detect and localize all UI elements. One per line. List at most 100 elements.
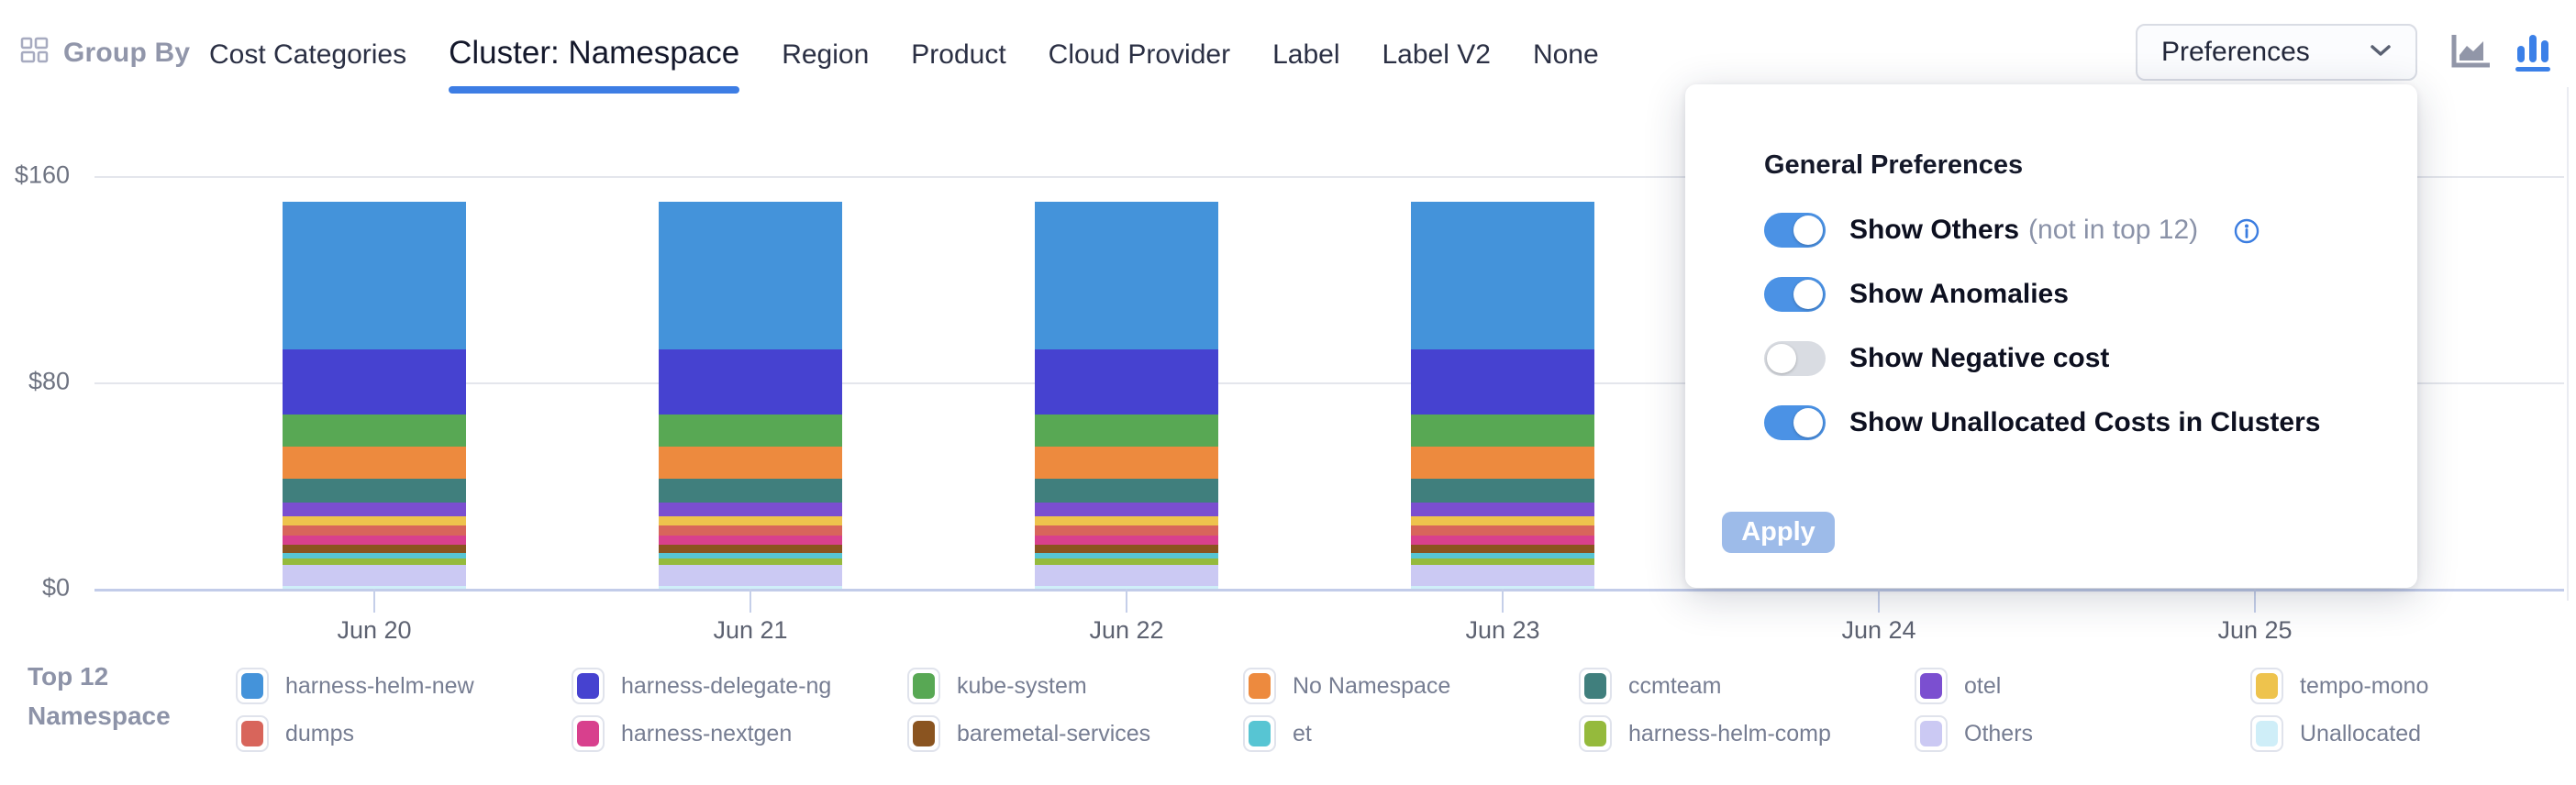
tab-cloud-provider[interactable]: Cloud Provider bbox=[1048, 39, 1231, 70]
tab-none[interactable]: None bbox=[1532, 39, 1599, 70]
legend-item-no-namespace[interactable]: No Namespace bbox=[1243, 662, 1579, 710]
bar-segment-unallocated bbox=[659, 585, 842, 589]
bar-segment-tempo-mono bbox=[1035, 515, 1218, 525]
legend-item-harness-helm-comp[interactable]: harness-helm-comp bbox=[1579, 710, 1915, 757]
stacked-bar-chart: $160 $80 $0 Jun 20 Jun 21 Jun 22 Jun 23 Jun 24 J… bbox=[0, 92, 2576, 644]
tab-label-v2[interactable]: Label V2 bbox=[1382, 39, 1491, 70]
legend-swatch-box bbox=[1915, 715, 1948, 752]
legend-item-label: harness-helm-new bbox=[285, 672, 474, 699]
legend-swatch-box bbox=[1579, 668, 1612, 704]
group-by: Group By bbox=[20, 37, 190, 69]
toggle-knob bbox=[1793, 216, 1823, 245]
legend-item-label: Others bbox=[1964, 720, 2034, 746]
bar-segment-no-namespace bbox=[283, 447, 466, 480]
legend-swatch-box bbox=[1579, 715, 1612, 752]
legend-item-ccmteam[interactable]: ccmteam bbox=[1579, 662, 1915, 710]
legend-item-tempo-mono[interactable]: tempo-mono bbox=[2250, 662, 2576, 710]
bar-segment-harness-helm-new bbox=[659, 202, 842, 349]
legend-item-kube-system[interactable]: kube-system bbox=[907, 662, 1243, 710]
tab-cost-categories[interactable]: Cost Categories bbox=[209, 39, 407, 70]
legend-item-label: harness-helm-comp bbox=[1628, 720, 1831, 746]
bar-segment-tempo-mono bbox=[1411, 515, 1594, 525]
tab-region[interactable]: Region bbox=[782, 39, 870, 70]
tab-label[interactable]: Label bbox=[1272, 39, 1340, 70]
legend-item-others[interactable]: Others bbox=[1915, 710, 2250, 757]
legend-item-label: dumps bbox=[285, 720, 355, 746]
apply-button[interactable]: Apply bbox=[1722, 512, 1835, 553]
legend-swatch-box bbox=[907, 715, 940, 752]
bar-segment-dumps bbox=[283, 525, 466, 536]
legend-item-harness-helm-new[interactable]: harness-helm-new bbox=[236, 662, 572, 710]
bar-segment-baremetal-services bbox=[1035, 544, 1218, 553]
bar-segment-no-namespace bbox=[1411, 447, 1594, 480]
gridline bbox=[94, 382, 2564, 384]
chart-legend: Top 12 Namespace harness-helm-new dumps ha… bbox=[0, 642, 2576, 785]
toggle-switch-show-anomalies[interactable] bbox=[1764, 277, 1826, 312]
tab-cluster-namespace[interactable]: Cluster: Namespace bbox=[449, 26, 740, 94]
legend-item-label: tempo-mono bbox=[2300, 672, 2429, 699]
legend-swatch-box bbox=[1243, 715, 1276, 752]
legend-item-label: kube-system bbox=[957, 672, 1087, 699]
tab-product[interactable]: Product bbox=[911, 39, 1006, 70]
bar-segment-unallocated bbox=[283, 585, 466, 589]
bar-segment-unallocated bbox=[1035, 585, 1218, 589]
group-by-grid-icon bbox=[20, 37, 50, 69]
legend-swatch-box bbox=[572, 715, 605, 752]
legend-color-swatch bbox=[2256, 721, 2278, 746]
legend-item-label: baremetal-services bbox=[957, 720, 1151, 746]
bar-segment-harness-helm-comp bbox=[659, 558, 842, 565]
bar-segment-otel bbox=[1411, 502, 1594, 516]
legend-item-unallocated[interactable]: Unallocated bbox=[2250, 710, 2576, 757]
legend-color-swatch bbox=[2256, 673, 2278, 699]
legend-item-dumps[interactable]: dumps bbox=[236, 710, 572, 757]
legend-swatch-box bbox=[2250, 668, 2283, 704]
bar-chart-icon[interactable] bbox=[2512, 31, 2556, 75]
bar-segment-others bbox=[1035, 564, 1218, 586]
bar-segment-otel bbox=[659, 502, 842, 516]
legend-item-harness-nextgen[interactable]: harness-nextgen bbox=[572, 710, 907, 757]
bar-segment-kube-system bbox=[1035, 415, 1218, 448]
toggle-switch-show-unallocated-costs-in-clusters[interactable] bbox=[1764, 405, 1826, 440]
legend-item-label: No Namespace bbox=[1293, 672, 1451, 699]
x-axis-label: Jun 25 bbox=[2217, 616, 2293, 644]
legend-item-label: otel bbox=[1964, 672, 2002, 699]
y-axis-label: $160 bbox=[14, 160, 70, 189]
legend-color-swatch bbox=[241, 673, 263, 699]
header-bar: Group By Cost Categories Cluster: Namespa… bbox=[0, 0, 2576, 94]
legend-color-swatch bbox=[1584, 721, 1606, 746]
legend-color-swatch bbox=[1249, 721, 1271, 746]
toggle-switch-show-negative-cost[interactable] bbox=[1764, 341, 1826, 376]
area-chart-icon[interactable] bbox=[2448, 31, 2492, 75]
toggle-label: Show Others (not in top 12) bbox=[1849, 215, 2199, 245]
bar-segment-et bbox=[659, 552, 842, 558]
x-axis-tick bbox=[749, 589, 751, 613]
preferences-button-label: Preferences bbox=[2161, 37, 2310, 67]
legend-items-grid: harness-helm-new dumps harness-delegate-ng… bbox=[236, 662, 2576, 757]
bar-segment-harness-helm-new bbox=[283, 202, 466, 349]
toggle-switch-show-others[interactable] bbox=[1764, 213, 1826, 248]
bar-segment-ccmteam bbox=[283, 479, 466, 503]
legend-item-baremetal-services[interactable]: baremetal-services bbox=[907, 710, 1243, 757]
y-axis-label: $80 bbox=[28, 367, 70, 395]
info-icon[interactable] bbox=[2233, 217, 2260, 249]
bar-segment-no-namespace bbox=[659, 447, 842, 480]
bar-segment-harness-helm-new bbox=[1035, 202, 1218, 349]
legend-color-swatch bbox=[1920, 721, 1942, 746]
preferences-dropdown-button[interactable]: Preferences bbox=[2136, 24, 2417, 81]
bar-segment-et bbox=[283, 552, 466, 558]
legend-item-label: harness-nextgen bbox=[621, 720, 793, 746]
legend-item-otel[interactable]: otel bbox=[1915, 662, 2250, 710]
legend-item-harness-delegate-ng[interactable]: harness-delegate-ng bbox=[572, 662, 907, 710]
x-axis-tick bbox=[1126, 589, 1127, 613]
bar-segment-others bbox=[659, 564, 842, 586]
legend-color-swatch bbox=[913, 721, 935, 746]
preferences-popover: General Preferences Show Others (not in t… bbox=[1685, 84, 2417, 588]
legend-swatch-box bbox=[1915, 668, 1948, 704]
bar-segment-harness-helm-comp bbox=[1411, 558, 1594, 565]
legend-title: Top 12 Namespace bbox=[28, 662, 171, 731]
y-axis-label: $0 bbox=[41, 573, 70, 602]
bar-segment-baremetal-services bbox=[659, 544, 842, 553]
toggle-label: Show Negative cost bbox=[1849, 343, 2110, 373]
x-axis-tick bbox=[2254, 589, 2256, 613]
legend-item-et[interactable]: et bbox=[1243, 710, 1579, 757]
